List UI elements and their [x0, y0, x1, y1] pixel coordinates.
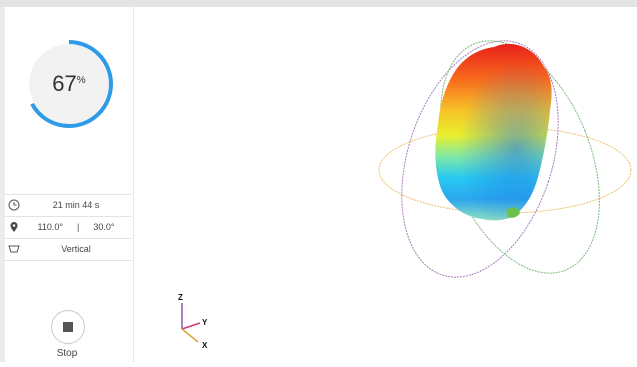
axis-indicator: Z Y X	[168, 293, 218, 353]
3d-viewport[interactable]	[134, 7, 637, 362]
stop-icon	[63, 322, 73, 332]
x-axis-label: X	[202, 341, 208, 350]
stop-button[interactable]	[51, 310, 85, 344]
clock-icon	[8, 199, 20, 211]
orientation-row: Vertical	[5, 238, 131, 261]
angle-separator: |	[76, 222, 80, 232]
scan-surface-shading	[435, 43, 552, 221]
scan-surface-bottom	[506, 207, 520, 218]
duration-row: 21 min 44 s	[5, 194, 131, 216]
z-axis-label: Z	[178, 293, 183, 302]
window-edge	[0, 7, 5, 362]
equator-ring	[378, 126, 632, 214]
angle-2: 30.0°	[93, 222, 115, 232]
progress-value: 67	[52, 71, 77, 96]
y-axis-label: Y	[202, 318, 208, 327]
stop-button-label: Stop	[56, 348, 78, 359]
progress-unit: %	[76, 74, 86, 86]
y-axis-line	[181, 322, 201, 330]
orientation-value: Vertical	[61, 244, 91, 254]
orientation-icon	[8, 245, 20, 253]
location-pin-icon	[10, 222, 18, 232]
progress-ring-graphic	[25, 40, 113, 128]
angles-row: 110.0° | 30.0°	[5, 216, 131, 238]
3d-scan-render	[378, 40, 632, 278]
angles-values: 110.0° | 30.0°	[21, 217, 131, 238]
progress-ring-face	[29, 44, 109, 124]
progress-ring: 67%	[23, 38, 115, 130]
progress-ring-arc	[25, 40, 113, 128]
progress-percent: 67%	[23, 38, 115, 130]
title-bar	[0, 0, 637, 7]
axis-gizmo	[181, 303, 201, 343]
meridian-ring-purple	[401, 40, 559, 278]
x-axis-line	[181, 328, 199, 343]
duration-value: 21 min 44 s	[52, 200, 100, 210]
sidebar: 67% 21 min 44 s 110.0° | 30.0° Vertical …	[5, 7, 134, 362]
angle-1: 110.0°	[37, 222, 63, 232]
